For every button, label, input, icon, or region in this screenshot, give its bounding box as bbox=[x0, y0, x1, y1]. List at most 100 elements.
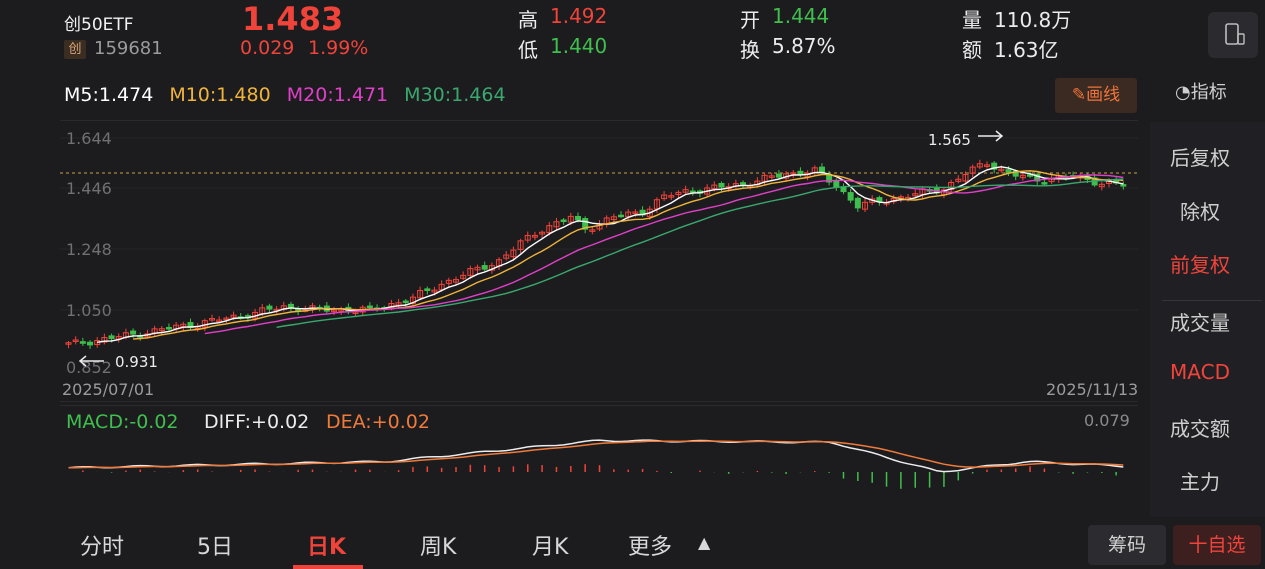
candle-body bbox=[87, 341, 94, 346]
candle-body bbox=[1041, 182, 1048, 185]
kline-svg: 1.644 1.446 1.248 1.050 0.852 1.565 0.93… bbox=[60, 129, 1138, 399]
orientation-button[interactable] bbox=[1208, 12, 1258, 58]
candle-body bbox=[1027, 174, 1034, 177]
candle-body bbox=[589, 229, 596, 232]
candle-body bbox=[553, 221, 560, 228]
candle-body bbox=[158, 328, 165, 332]
y-tick-3: 1.248 bbox=[66, 240, 112, 259]
candle-body bbox=[1098, 183, 1105, 188]
ma10-line bbox=[133, 170, 1124, 340]
candle-body bbox=[567, 215, 574, 223]
active-tab-indicator bbox=[293, 565, 363, 569]
end-date: 2025/11/13 bbox=[1046, 380, 1138, 399]
candle-body bbox=[424, 288, 431, 291]
indicator-label: 指标 bbox=[1190, 82, 1227, 103]
ma5-line bbox=[97, 166, 1124, 343]
candle-body bbox=[675, 191, 682, 196]
min-price-label: 0.931 bbox=[115, 353, 158, 371]
candle-body bbox=[632, 211, 639, 214]
candle-body bbox=[79, 341, 86, 344]
tab-monthly-k[interactable]: 月K bbox=[532, 535, 569, 560]
candle-body bbox=[668, 195, 675, 198]
candle-body bbox=[539, 231, 546, 235]
high-label: 高 bbox=[518, 8, 538, 32]
gauge-icon: ◔ bbox=[1175, 82, 1191, 103]
tab-more[interactable]: 更多 bbox=[628, 535, 673, 560]
macd-svg: MACD:-0.02 DIFF:+0.02 DEA:+0.02 0.079 bbox=[66, 411, 1130, 489]
candle-body bbox=[983, 164, 991, 167]
candle-body bbox=[854, 197, 861, 209]
period-tabs: 分时 5日 日K 周K 月K 更多 ▲ bbox=[0, 519, 1265, 569]
draw-line-button[interactable]: ✎画线 bbox=[1055, 78, 1137, 113]
volume-label: 量 bbox=[962, 8, 982, 32]
candle-body bbox=[976, 163, 983, 168]
candle-body bbox=[481, 265, 488, 270]
candle-body bbox=[775, 173, 782, 178]
candle-body bbox=[574, 215, 581, 221]
tab-intraday[interactable]: 分时 bbox=[80, 535, 125, 560]
candle-body bbox=[524, 234, 531, 241]
candle-body bbox=[625, 211, 632, 218]
candle-body bbox=[955, 178, 962, 182]
dea-value: DEA:+0.02 bbox=[326, 411, 430, 433]
candle-body bbox=[948, 181, 955, 191]
candle-body bbox=[72, 339, 79, 342]
candle-body bbox=[682, 189, 689, 193]
side-item-volume[interactable]: 成交量 bbox=[1170, 311, 1230, 335]
side-item-main-force[interactable]: 主力 bbox=[1180, 470, 1220, 494]
side-item-forward-adjusted[interactable]: 前复权 bbox=[1170, 253, 1230, 277]
chips-button[interactable]: 筹码 bbox=[1088, 525, 1166, 565]
candle-body bbox=[431, 289, 438, 293]
quote-header: 创50ETF 创 159681 1.483 0.029 1.99% 高 1.49… bbox=[0, 0, 1265, 72]
draw-line-label: 画线 bbox=[1086, 85, 1121, 105]
candle-body bbox=[474, 266, 481, 271]
kline-chart[interactable]: 1.644 1.446 1.248 1.050 0.852 1.565 0.93… bbox=[60, 120, 1138, 402]
candle-body bbox=[223, 317, 230, 321]
high-value: 1.492 bbox=[550, 4, 608, 28]
add-watchlist-button[interactable]: 十自选 bbox=[1173, 525, 1261, 565]
y-tick-5: 0.852 bbox=[66, 358, 112, 377]
side-item-backward-adjusted[interactable]: 后复权 bbox=[1170, 146, 1230, 170]
macd-chart[interactable]: MACD:-0.02 DIFF:+0.02 DEA:+0.02 0.079 bbox=[60, 405, 1138, 516]
tab-5day[interactable]: 5日 bbox=[197, 535, 233, 560]
indicator-button[interactable]: ◔指标 bbox=[1175, 78, 1227, 104]
candle-body bbox=[510, 249, 517, 258]
candle-body bbox=[287, 303, 294, 309]
side-item-macd[interactable]: MACD bbox=[1170, 360, 1230, 384]
amount-label: 额 bbox=[962, 38, 982, 62]
candle-body bbox=[991, 162, 998, 170]
volume-value: 110.8万 bbox=[994, 8, 1072, 32]
candle-body bbox=[610, 216, 617, 221]
candle-body bbox=[962, 174, 969, 182]
y-tick-1: 1.644 bbox=[66, 129, 112, 148]
candle-body bbox=[402, 300, 409, 304]
tab-weekly-k[interactable]: 周K bbox=[420, 535, 457, 560]
open-value: 1.444 bbox=[772, 4, 830, 28]
amount-value: 1.63亿 bbox=[994, 38, 1059, 62]
last-price: 1.483 bbox=[242, 0, 344, 38]
tab-daily-k[interactable]: 日K bbox=[307, 535, 347, 560]
pencil-icon: ✎ bbox=[1071, 85, 1087, 105]
candle-body bbox=[209, 318, 216, 321]
change-amount: 0.029 bbox=[240, 37, 295, 59]
candle-body bbox=[460, 274, 467, 279]
candle-body bbox=[467, 268, 474, 276]
candle-body bbox=[366, 305, 373, 309]
candle-body bbox=[840, 186, 847, 193]
low-value: 1.440 bbox=[550, 34, 608, 58]
candle-body bbox=[1034, 173, 1041, 182]
candle-body bbox=[395, 302, 402, 306]
caret-up-icon[interactable]: ▲ bbox=[698, 533, 711, 552]
candle-body bbox=[560, 219, 567, 223]
candle-body bbox=[847, 192, 854, 201]
candle-body bbox=[230, 314, 237, 318]
diff-value: DIFF:+0.02 bbox=[204, 411, 309, 433]
candle-body bbox=[517, 240, 524, 250]
start-date: 2025/07/01 bbox=[62, 380, 154, 399]
candle-body bbox=[503, 254, 510, 259]
candle-body bbox=[445, 279, 452, 284]
side-item-ex-rights[interactable]: 除权 bbox=[1180, 200, 1220, 224]
side-item-turnover-amount[interactable]: 成交额 bbox=[1170, 417, 1230, 441]
diff-line bbox=[68, 439, 1124, 473]
max-price-label: 1.565 bbox=[928, 131, 971, 149]
